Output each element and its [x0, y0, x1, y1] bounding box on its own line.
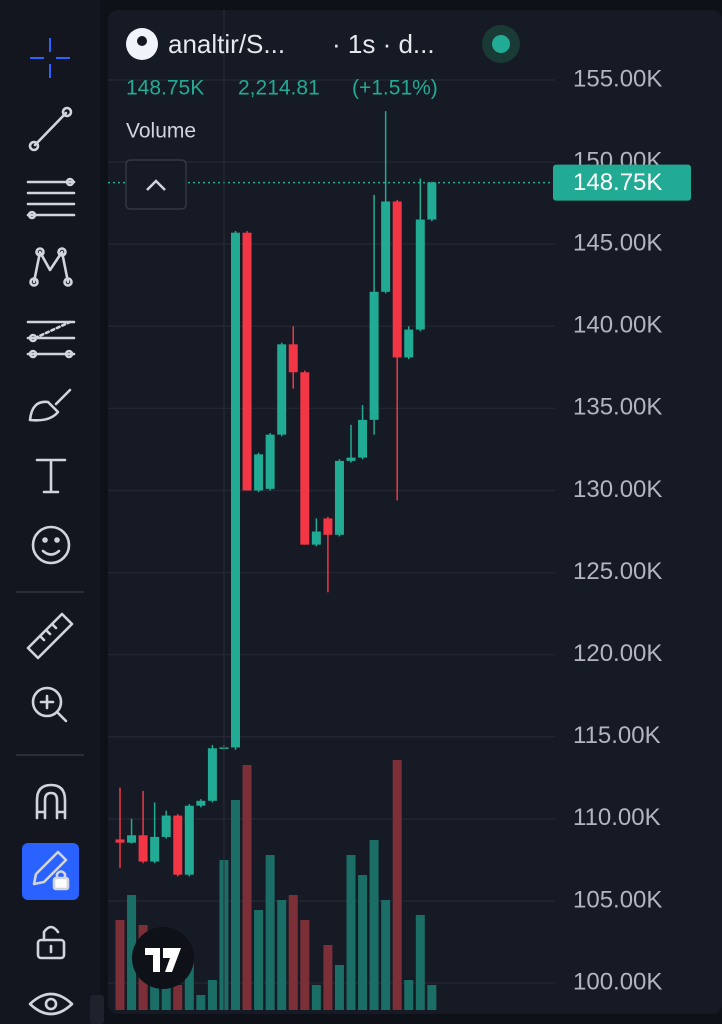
- volume-label: Volume: [126, 120, 196, 143]
- y-tick-label: 145.00K: [573, 230, 662, 257]
- collapse-toolbar[interactable]: [90, 995, 104, 1024]
- candle-body: [404, 329, 414, 358]
- y-tick-label: 100.00K: [573, 968, 662, 995]
- y-tick-label: 135.00K: [573, 394, 662, 421]
- trendline-tool[interactable]: [28, 106, 73, 152]
- y-tick-label: 105.00K: [573, 886, 662, 913]
- change: 2,214.81: [238, 77, 320, 100]
- y-tick-label: 120.00K: [573, 640, 662, 667]
- volume-bar: [334, 965, 344, 1010]
- candle-body: [242, 232, 252, 491]
- candle-body: [138, 835, 148, 862]
- lock-tool[interactable]: [36, 925, 66, 960]
- volume-bar: [277, 900, 287, 1010]
- candle-body: [184, 805, 194, 875]
- text-tool[interactable]: [35, 458, 67, 494]
- y-tick-label: 140.00K: [573, 312, 662, 339]
- crosshair-tool[interactable]: [30, 38, 70, 78]
- candle-body: [415, 219, 425, 330]
- candle-body: [346, 457, 356, 461]
- candle-body: [207, 748, 217, 801]
- candle-body: [427, 182, 437, 220]
- candle-body: [196, 800, 206, 806]
- candle-body: [334, 460, 344, 535]
- last-price: 148.75K: [126, 77, 204, 100]
- symbol[interactable]: analtir/S...: [168, 29, 285, 59]
- volume-bar: [358, 875, 368, 1010]
- volume-bar: [300, 920, 310, 1010]
- volume-bar: [369, 840, 379, 1010]
- emoji-tool[interactable]: [31, 525, 71, 565]
- tv-logo: [132, 927, 194, 989]
- volume-bar: [254, 910, 264, 1010]
- candle-body: [323, 518, 333, 535]
- pattern-tool[interactable]: [29, 247, 73, 287]
- volume-bar: [242, 765, 252, 1010]
- candle-body: [358, 419, 368, 458]
- market-status-dot: [492, 35, 510, 53]
- candle-body: [231, 232, 240, 748]
- y-tick-label: 125.00K: [573, 558, 662, 585]
- y-tick-label: 155.00K: [573, 65, 662, 92]
- candle-body: [150, 836, 160, 862]
- prediction-tool[interactable]: [26, 320, 76, 359]
- chart-panel: [108, 10, 722, 1014]
- lock-drawing-button[interactable]: [22, 843, 79, 900]
- volume-bar: [196, 995, 206, 1010]
- candle-body: [161, 815, 171, 837]
- candle-body: [369, 291, 379, 420]
- candle-body: [173, 815, 183, 875]
- volume-bar: [150, 985, 160, 1010]
- candle-body: [127, 835, 137, 843]
- candle-body: [254, 454, 264, 491]
- zoom-tool[interactable]: [31, 686, 68, 723]
- interval[interactable]: · 1s · d...: [332, 29, 435, 59]
- volume-bar: [427, 985, 437, 1010]
- y-tick-label: 110.00K: [573, 804, 661, 831]
- magnet-tool[interactable]: [35, 783, 67, 820]
- candle-body: [311, 531, 321, 545]
- volume-bar: [346, 855, 356, 1010]
- candle-body: [115, 839, 125, 843]
- last-price-tag: [553, 164, 691, 201]
- visibility-tool[interactable]: [28, 992, 74, 1016]
- symbol-icon-mark: [137, 36, 147, 46]
- volume-bar: [207, 980, 217, 1010]
- volume-bar: [115, 920, 125, 1010]
- fib-tool[interactable]: [26, 177, 76, 220]
- collapse-arrow: [146, 179, 166, 191]
- brush-tool[interactable]: [28, 388, 72, 422]
- volume-bar: [323, 945, 333, 1010]
- last-price-tag-label: 148.75K: [573, 169, 662, 196]
- y-tick-label: 115.00K: [573, 722, 661, 749]
- volume-bar: [381, 900, 391, 1010]
- y-tick-label: 130.00K: [573, 476, 662, 503]
- volume-bar: [288, 895, 298, 1010]
- lock-drawing-icon: [32, 850, 70, 891]
- volume-bar: [173, 985, 183, 1010]
- candle-body: [288, 344, 298, 373]
- plot: 100.00K 105.00K 110.00K 115.00K 120.00K 125.0…: [108, 65, 691, 1010]
- change-percent: (+1.51%): [352, 77, 438, 100]
- collapse-legend[interactable]: [125, 159, 187, 210]
- candle-body: [300, 372, 310, 545]
- volume-bar: [415, 915, 425, 1010]
- volume-bar: [231, 800, 240, 1010]
- candle-body: [277, 344, 287, 435]
- volume-bar: [184, 960, 194, 1010]
- volume-bar: [127, 895, 137, 1010]
- volume-bar: [404, 980, 414, 1010]
- candle-body: [381, 201, 391, 292]
- candle-body: [392, 201, 402, 358]
- volume-bar: [265, 855, 275, 1010]
- candle-body: [265, 434, 275, 489]
- volume-bar: [392, 760, 402, 1010]
- volume-bar: [311, 985, 321, 1010]
- ruler-tool[interactable]: [26, 612, 74, 660]
